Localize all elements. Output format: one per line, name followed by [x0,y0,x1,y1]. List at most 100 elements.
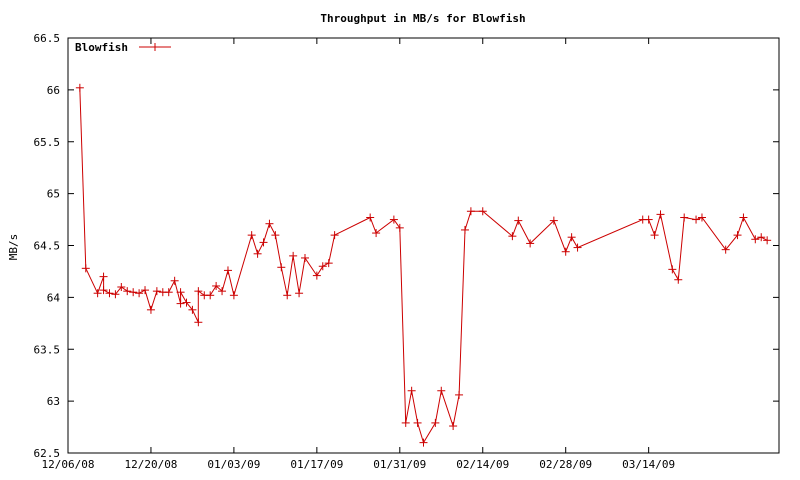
data-point [283,291,292,300]
data-point [330,231,339,240]
data-point [460,225,469,234]
data-point [218,287,227,296]
data-point [431,418,440,427]
data-point [437,386,446,395]
data-point [312,271,321,280]
data-point [117,283,126,291]
data-point [413,418,422,427]
data-point [206,291,215,300]
data-point [135,289,144,298]
data-point [757,233,766,242]
data-point [81,264,90,273]
data-point [247,231,256,240]
data-point [407,386,416,395]
plot-frame [67,37,780,454]
data-point [99,272,108,281]
data-point [253,249,262,258]
data-point [395,223,404,232]
y-tick-label: 66.5 [34,32,61,45]
x-ticks: 12/06/08 12/20/08 01/03/09 01/17/09 01/31/09… [42,38,675,471]
data-point [194,287,203,296]
legend-plus-marker [151,43,159,51]
y-ticks: 62.5 63 63.5 64 64.5 65 65.5 66 66.5 [34,32,779,460]
data-point [301,253,309,262]
data-point [146,305,155,314]
legend-label-blowfish: Blowfish [75,41,128,54]
data-point [111,290,120,299]
data-point [318,262,327,271]
y-tick-label: 64 [47,291,61,304]
data-point [680,213,689,222]
x-tick-label: 01/03/09 [207,458,260,471]
x-tick-label: 01/17/09 [290,458,343,471]
data-point [401,418,410,427]
x-tick-label: 01/31/09 [373,458,426,471]
data-point [295,289,304,298]
x-tick-label: 12/20/08 [124,458,177,471]
data-point [259,238,268,247]
data-point [526,239,535,248]
data-point [129,288,138,297]
data-point [751,235,760,244]
data-point [419,438,428,447]
data-point [466,207,475,216]
data-point [561,247,570,256]
data-point [508,232,517,241]
y-tick-label: 63 [47,395,60,408]
data-point [194,318,203,327]
y-tick-label: 65 [47,188,60,201]
data-point [324,259,333,268]
data-point [229,291,238,300]
y-tick-label: 63.5 [34,343,61,356]
data-point [372,229,381,238]
data-point [289,251,298,260]
x-tick-label: 02/14/09 [456,458,509,471]
data-point [389,215,398,224]
y-tick-label: 66 [47,84,60,97]
data-point [763,236,772,245]
data-point [733,231,742,240]
data-point [176,299,185,308]
data-point [277,263,286,272]
data-point [692,215,701,224]
y-tick-label: 64.5 [34,240,61,253]
data-point [188,305,197,314]
data-point [567,233,576,242]
data-point [170,276,179,285]
data-point [75,83,84,92]
data-point [514,216,523,225]
y-tick-label: 62.5 [34,447,61,460]
data-point [644,215,653,224]
chart-title: Throughput in MB/s for Blowfish [320,12,525,25]
data-point [152,287,161,296]
data-point [739,213,748,222]
data-point [164,288,173,297]
data-point [212,281,221,290]
series-layer [75,83,772,447]
y-axis-label: MB/s [7,234,20,261]
data-point [697,213,706,222]
data-point [656,210,665,219]
data-point [141,286,150,295]
data-point [265,219,274,228]
data-point [455,390,464,399]
data-point [449,422,458,431]
data-point [93,289,102,298]
data-point [182,298,191,307]
data-point [674,275,683,284]
data-point [573,243,582,252]
data-point [549,216,558,225]
data-point [105,289,114,298]
data-point [99,286,108,295]
x-tick-label: 02/28/09 [539,458,592,471]
data-point [176,288,185,297]
data-point [366,213,375,222]
legend: Blowfish [75,41,171,54]
data-point [478,207,487,216]
data-point [271,231,280,240]
series-line-blowfish [79,87,768,444]
y-tick-label: 65.5 [34,136,61,149]
data-point [223,266,232,275]
data-point [650,231,659,240]
